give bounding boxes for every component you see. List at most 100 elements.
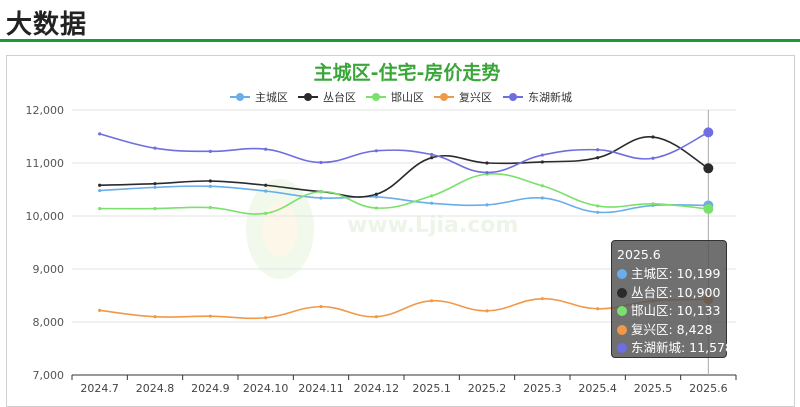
data-point (596, 210, 600, 214)
legend-label: 复兴区 (459, 90, 492, 104)
page-section-title: 大数据 (6, 10, 88, 40)
data-point (319, 196, 323, 200)
x-tick-label: 2024.9 (191, 382, 230, 395)
data-point (651, 156, 655, 160)
price-trend-chart: www.Ljia.com 7,000 8,000 9,000 10,000 11,000… (26, 61, 737, 395)
tooltip-title: 2025.6 (617, 247, 661, 262)
data-point (98, 206, 102, 211)
data-point (651, 135, 655, 139)
x-tick-label: 2025.3 (523, 382, 562, 395)
tooltip-dot (617, 287, 627, 298)
data-point (264, 211, 268, 215)
watermark-snail-shell (246, 179, 314, 279)
tooltip-row: 丛台区: 10,900 (617, 284, 726, 303)
series-line (99, 131, 709, 174)
data-point (485, 309, 489, 313)
y-tick-label: 10,000 (26, 210, 65, 223)
y-tick-label: 9,000 (33, 263, 65, 276)
data-point (319, 190, 323, 194)
section-title-rule (0, 39, 800, 42)
data-point (153, 206, 157, 211)
data-point (208, 149, 212, 153)
x-axis: 2024.7 2024.8 2024.9 2024.10 2024.11 2024.12 2… (71, 374, 737, 395)
data-point (98, 308, 102, 312)
data-point (153, 185, 157, 189)
data-point (374, 195, 378, 199)
tooltip-row-label: 东湖新城: 11,578 (631, 340, 733, 356)
data-point (703, 163, 714, 174)
data-point (540, 297, 544, 301)
chart-legend: 主城区 丛台区 邯山区 复兴区 东湖新城 (230, 90, 572, 104)
y-tick-label: 7,000 (33, 369, 65, 382)
data-point (703, 127, 714, 138)
data-point (153, 182, 157, 186)
data-point (98, 183, 102, 187)
data-point (374, 206, 378, 210)
data-point (596, 148, 600, 152)
tooltip-row-label: 复兴区: 8,428 (631, 321, 713, 337)
series-line (99, 172, 709, 215)
data-point (430, 299, 434, 303)
data-point (596, 156, 600, 160)
x-tick-label: 2024.10 (243, 382, 289, 395)
data-point (540, 184, 544, 188)
chart-title: 主城区-住宅-房价走势 (314, 61, 501, 84)
series-line (99, 297, 709, 320)
legend-label: 东湖新城 (528, 90, 572, 104)
data-point (430, 194, 434, 198)
data-point (540, 160, 544, 164)
x-tick-label: 2024.11 (298, 382, 344, 395)
data-point (319, 305, 323, 309)
data-point (485, 161, 489, 165)
data-point (703, 203, 714, 214)
data-point (596, 204, 600, 208)
y-tick-label: 8,000 (33, 316, 65, 329)
tooltip-row: 东湖新城: 11,578 (617, 339, 733, 358)
y-tick-label: 11,000 (26, 157, 65, 170)
data-point (374, 315, 378, 319)
data-point (264, 189, 268, 193)
data-point (153, 146, 157, 150)
tooltip-dot (617, 324, 627, 335)
tooltip-dot (617, 306, 627, 317)
legend-swatch-dot (304, 93, 312, 101)
data-point (540, 153, 544, 157)
x-tick-label: 2025.1 (412, 382, 451, 395)
x-tick-label: 2025.2 (468, 382, 507, 395)
legend-swatch-dot (236, 93, 244, 101)
data-point (264, 183, 268, 187)
series-line (99, 185, 709, 214)
data-point (98, 188, 102, 193)
legend-label: 主城区 (255, 91, 288, 104)
legend-label: 丛台区 (323, 90, 356, 104)
watermark-logo: www.Ljia.com (246, 179, 518, 279)
data-point (208, 184, 212, 188)
data-point (208, 314, 212, 318)
watermark-snail-inner (262, 201, 298, 257)
x-tick-label: 2025.4 (578, 382, 617, 395)
tooltip-row: 主城区: 10,199 (617, 265, 726, 284)
x-tick-label: 2024.8 (136, 382, 175, 395)
data-point (651, 202, 655, 206)
tooltip-row: 邯山区: 10,133 (617, 302, 726, 321)
data-point (374, 192, 378, 196)
data-point (430, 156, 434, 160)
data-point (540, 196, 544, 200)
data-point (98, 132, 102, 136)
chart-panel: www.Ljia.com 7,000 8,000 9,000 10,000 11,000… (6, 55, 795, 407)
chart-grid (72, 109, 736, 323)
tooltip-dot (617, 269, 627, 279)
legend-swatch-dot (509, 93, 517, 101)
y-axis: 7,000 8,000 9,000 10,000 11,000 12,000 (26, 104, 65, 382)
watermark-text: www.Ljia.com (347, 213, 518, 238)
data-point (485, 203, 489, 207)
tooltip-row-label: 邯山区: 10,133 (631, 303, 721, 319)
legend-swatch-dot (440, 93, 448, 101)
data-point (319, 160, 323, 165)
data-point (208, 179, 212, 183)
legend-label: 邯山区 (391, 90, 424, 104)
legend-swatch-dot (372, 93, 380, 101)
x-tick-label: 2024.7 (80, 382, 119, 395)
series-line (99, 136, 709, 198)
data-point (374, 149, 378, 153)
